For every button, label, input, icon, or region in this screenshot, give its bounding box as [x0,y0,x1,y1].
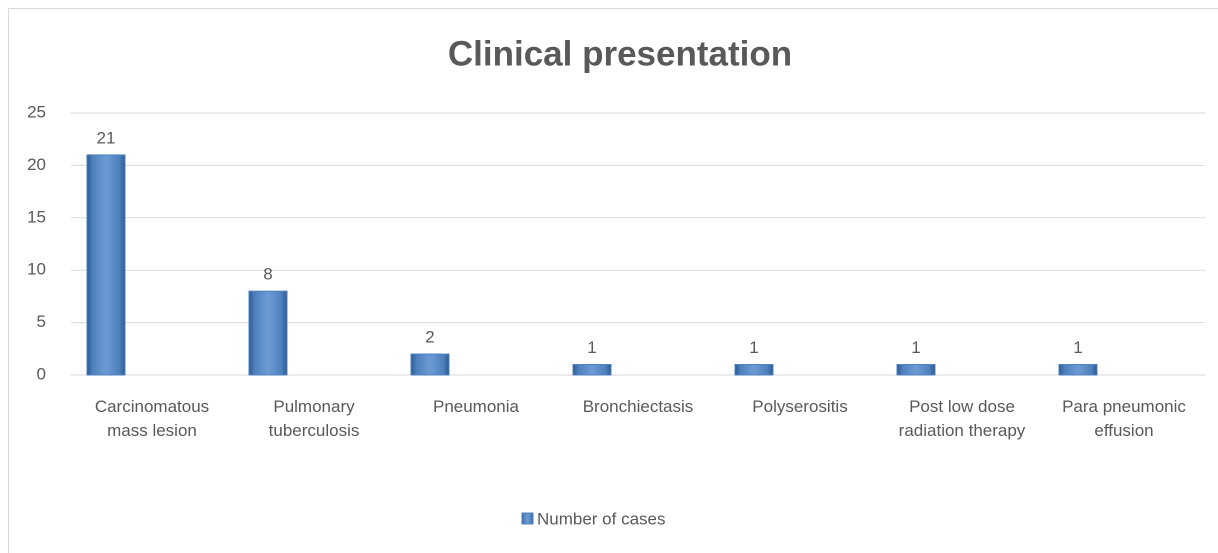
y-tick-label: 15 [27,207,46,226]
x-tick-label: Para pneumonic effusion [1062,397,1186,440]
data-label: 1 [749,338,758,357]
bar [86,154,126,376]
bar [1058,364,1098,376]
data-label: 1 [911,338,920,357]
bar [410,353,450,376]
y-tick-label: 5 [37,312,46,331]
data-label: 2 [425,328,434,347]
y-tick-label: 25 [27,102,46,121]
x-tick-label: Pulmonary tuberculosis [268,397,360,440]
bar [734,364,774,376]
y-tick-label: 10 [27,260,46,279]
chart-title: Clinical presentation [448,34,792,73]
legend-label: Number of cases [537,509,666,528]
y-tick-label: 0 [37,364,46,383]
y-tick-label: 20 [27,155,46,174]
bar [572,364,612,376]
data-label: 1 [1073,338,1082,357]
x-tick-label: Pneumonia [432,397,519,416]
x-tick-label: Polyserositis [752,397,848,416]
x-tick-label: Bronchiectasis [582,397,694,416]
x-tick-label: Carcinomatous mass lesion [94,397,210,440]
bar [896,364,936,376]
bar [248,290,288,376]
data-label: 1 [587,338,596,357]
data-label: 8 [263,265,272,284]
legend-marker [521,512,534,525]
chart-frame [8,8,1218,553]
data-label: 21 [97,128,116,147]
x-tick-label: Post low dose radiation therapy [898,397,1026,440]
